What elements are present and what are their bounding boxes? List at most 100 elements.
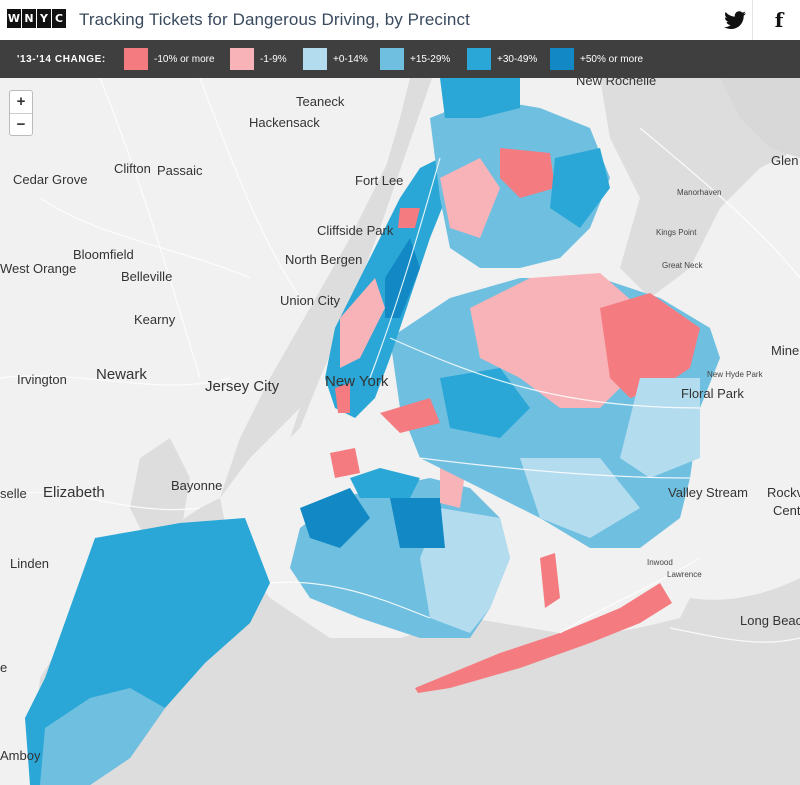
place-label: Amboy: [0, 748, 41, 763]
place-label: Fort Lee: [355, 173, 404, 188]
legend-item: +30-49%: [467, 48, 537, 70]
legend-swatch: [550, 48, 574, 70]
place-label: Kearny: [134, 312, 176, 327]
place-label: Passaic: [157, 163, 203, 178]
queens-nw-pink: [470, 273, 640, 408]
bronx-red: [500, 148, 555, 198]
place-label: Bloomfield: [73, 247, 134, 262]
sunset-park-red: [330, 448, 360, 478]
logo-letter: C: [52, 9, 66, 28]
header-bar: W N Y C Tracking Tickets for Dangerous D…: [0, 0, 800, 40]
legend-swatch: [467, 48, 491, 70]
precinct-map[interactable]: + − Teaneck Hackensack Clifton Passaic C…: [0, 78, 800, 785]
legend-swatch: [124, 48, 148, 70]
facebook-icon: f: [774, 8, 784, 32]
manhattan-harlem-red: [398, 208, 420, 228]
queens-east: [620, 378, 700, 478]
logo-letter: Y: [37, 9, 51, 28]
legend-swatch: [230, 48, 254, 70]
queens-center: [440, 368, 530, 438]
place-label: Cedar Grove: [13, 172, 88, 187]
queens-ne-red: [600, 293, 700, 398]
place-label: Newark: [96, 366, 147, 383]
staten-island-south: [40, 688, 165, 785]
place-label: Inwood: [647, 558, 673, 567]
legend-item: +0-14%: [303, 48, 368, 70]
facebook-share-button[interactable]: f: [766, 7, 792, 33]
place-label: Long Beac: [740, 613, 800, 628]
place-label: North Bergen: [285, 252, 363, 267]
zoom-in-button[interactable]: +: [16, 93, 26, 110]
place-label: Great Neck: [662, 261, 703, 270]
legend-item-label: +15-29%: [410, 53, 451, 65]
newark-bay: [130, 438, 190, 548]
place-label: New Hyde Park: [707, 370, 763, 379]
bronx-east: [550, 148, 610, 228]
manhattan-lower-red: [335, 383, 350, 413]
brooklyn-central: [390, 498, 445, 548]
place-label: e: [0, 660, 8, 675]
wnyc-logo[interactable]: W N Y C: [7, 9, 67, 28]
queens-south: [520, 458, 640, 538]
place-label: Teaneck: [296, 94, 345, 109]
hudson-river: [290, 78, 432, 438]
place-label: Cliffside Park: [317, 223, 394, 238]
twitter-share-button[interactable]: [722, 7, 748, 33]
place-label: Valley Stream: [668, 485, 748, 500]
bronx-pink: [440, 158, 500, 238]
place-label: West Orange: [0, 261, 77, 276]
legend-bar: '13-'14 CHANGE: -10% or more -1-9% +0-14…: [0, 40, 800, 78]
place-label: Jersey City: [205, 378, 280, 395]
brooklyn-flatbush: [350, 468, 420, 498]
legend-item-label: +50% or more: [580, 53, 644, 65]
twitter-icon: [724, 11, 746, 29]
place-label: New Rochelle: [576, 78, 657, 88]
long-island-sound: [600, 78, 800, 298]
place-label: selle: [0, 486, 27, 501]
logo-letter: N: [22, 9, 36, 28]
header-divider: [752, 0, 753, 40]
brooklyn-pink: [440, 468, 465, 508]
brooklyn-north: [300, 488, 370, 548]
zoom-control: + −: [9, 90, 33, 136]
place-label: Rockv: [767, 485, 800, 500]
place-label: Elizabeth: [43, 484, 105, 501]
manhattan-midtown-pink: [340, 278, 385, 368]
legend-item-label: -10% or more: [154, 53, 215, 65]
legend-item: -1-9%: [230, 48, 287, 70]
jamaica-bay-islands: [540, 553, 560, 608]
logo-letter: W: [7, 9, 21, 28]
place-label: Cent: [773, 503, 800, 518]
place-label: Manorhaven: [677, 188, 722, 197]
road-lines: [0, 78, 800, 643]
sound-east: [720, 78, 800, 158]
legend-item-label: +0-14%: [333, 53, 368, 65]
place-label: New York: [325, 373, 389, 390]
place-label: Mine: [771, 343, 800, 358]
legend-item: +15-29%: [380, 48, 450, 70]
legend-item-label: +30-49%: [497, 53, 538, 65]
legend-item-label: -1-9%: [260, 53, 287, 65]
legend-item: -10% or more: [124, 48, 215, 70]
place-label: Kings Point: [656, 228, 697, 237]
place-label: Irvington: [17, 372, 67, 387]
zoom-out-button[interactable]: −: [10, 113, 32, 135]
bronx-north: [440, 78, 520, 118]
place-label: Linden: [10, 556, 50, 571]
legend-swatch: [380, 48, 404, 70]
place-label: Hackensack: [249, 115, 320, 130]
place-label: Clifton: [114, 161, 151, 176]
legend-item: +50% or more: [550, 48, 643, 70]
queens-lic-red: [380, 398, 440, 433]
place-label: Union City: [280, 293, 340, 308]
place-label: Floral Park: [681, 386, 744, 401]
page-title: Tracking Tickets for Dangerous Driving, …: [79, 10, 470, 29]
place-label: Lawrence: [667, 570, 702, 579]
legend-swatch: [303, 48, 327, 70]
rockaway-precinct: [415, 583, 672, 693]
map-canvas[interactable]: [0, 78, 800, 785]
place-label: Bayonne: [171, 478, 223, 493]
place-label: Belleville: [121, 269, 173, 284]
place-label: Glen: [771, 153, 799, 168]
legend-title: '13-'14 CHANGE:: [17, 54, 106, 65]
